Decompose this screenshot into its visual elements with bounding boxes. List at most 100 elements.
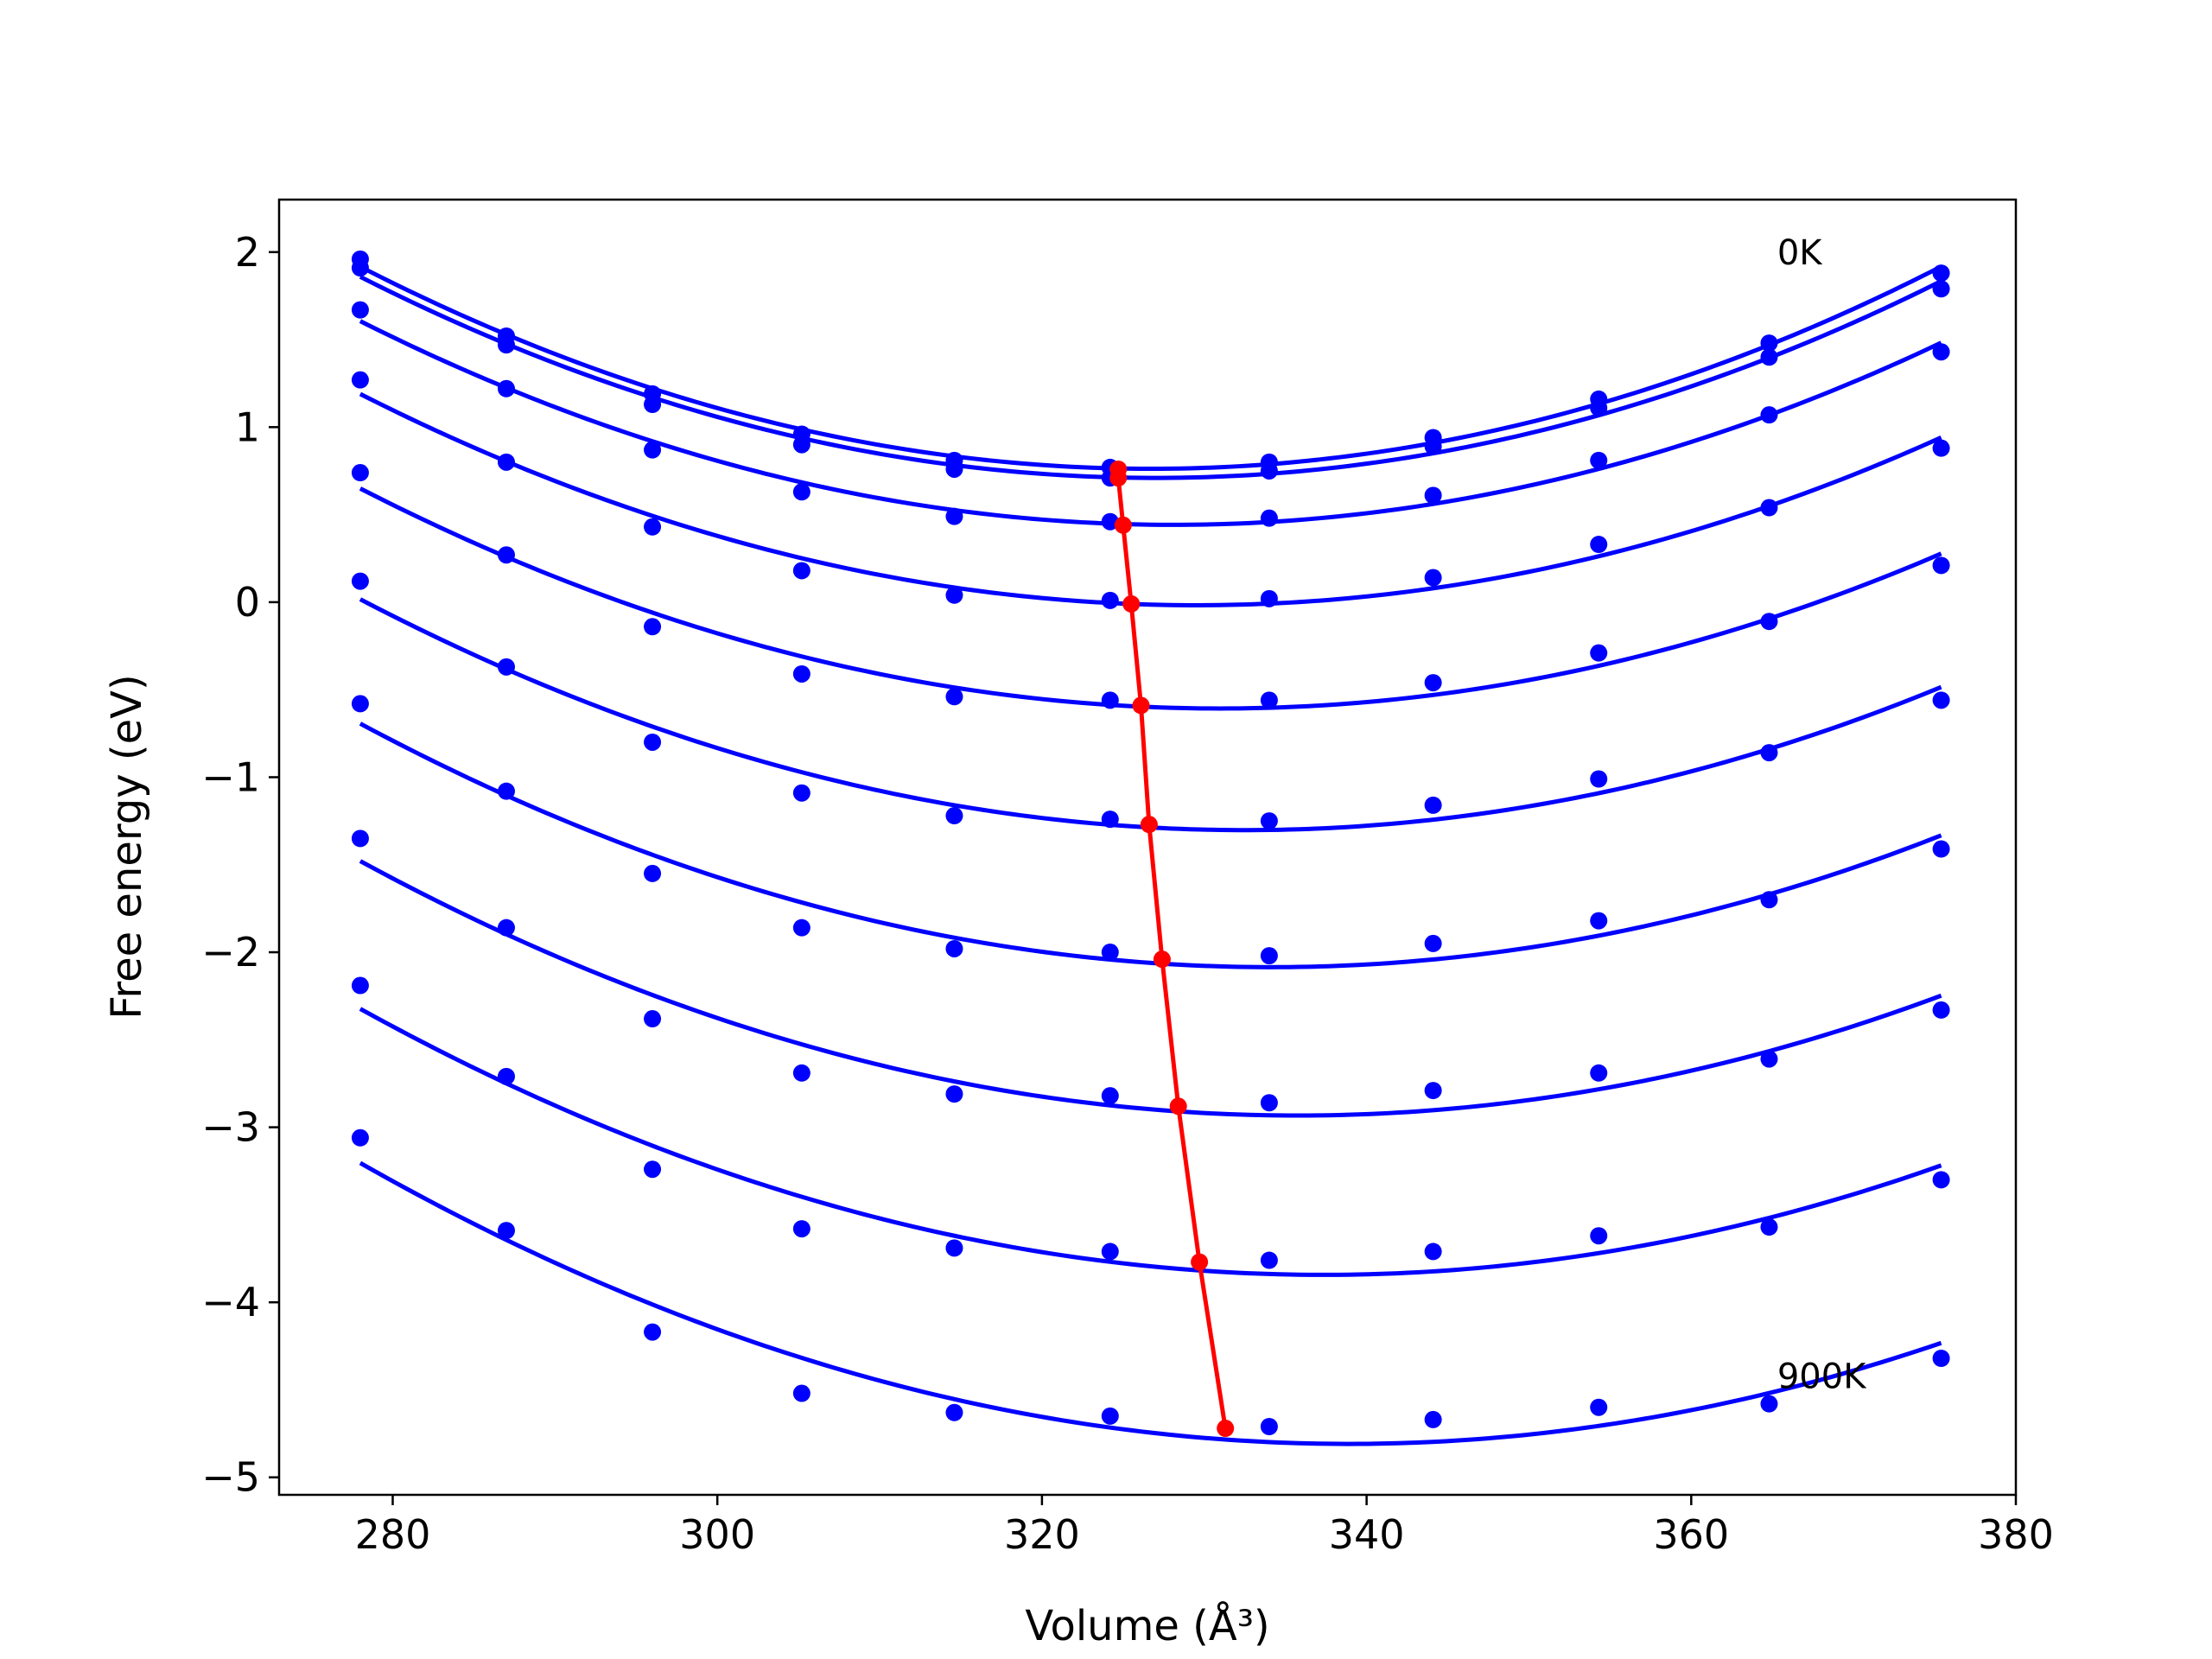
fit-curve-2 (359, 319, 1942, 527)
annotation-0: 0K (1777, 233, 1823, 273)
minimum-point-4 (1132, 696, 1150, 715)
minimum-point-5 (1140, 816, 1158, 834)
fit-curve-0 (359, 264, 1942, 472)
y-axis-label: Free energy (eV) (103, 674, 151, 1019)
data-point-8-9 (1760, 1218, 1778, 1236)
data-point-6-6 (1260, 947, 1278, 965)
axis-ticks: 280 300 320 340 360 380 −5 −4 −3 −2 −1 0 1 2 (201, 229, 2054, 1558)
data-point-6-7 (1424, 934, 1442, 952)
data-point-3-7 (1424, 569, 1442, 587)
data-point-4-9 (1760, 613, 1778, 631)
minimum-line (1116, 468, 1228, 1429)
data-point-8-8 (1590, 1227, 1608, 1245)
data-point-2-10 (1932, 343, 1950, 361)
data-point-1-9 (1760, 348, 1778, 366)
data-point-3-0 (351, 371, 369, 389)
data-point-8-5 (1101, 1243, 1119, 1261)
data-point-4-7 (1424, 674, 1442, 692)
plot-area (351, 250, 1950, 1446)
data-point-6-8 (1590, 912, 1608, 930)
data-point-1-1 (497, 336, 515, 354)
data-point-7-6 (1260, 1094, 1278, 1112)
data-point-9-4 (945, 1403, 963, 1421)
x-axis-label: Volume (Å³) (1025, 1601, 1269, 1650)
data-point-9-3 (792, 1384, 810, 1402)
data-point-1-0 (351, 259, 369, 276)
fit-curve-6 (359, 721, 1942, 969)
x-tick-label-5: 380 (1978, 1511, 2054, 1558)
data-point-2-0 (351, 301, 369, 319)
data-point-8-7 (1424, 1243, 1442, 1261)
data-point-5-9 (1760, 744, 1778, 762)
y-tick-label-6: 1 (235, 404, 260, 450)
data-point-6-2 (644, 864, 662, 882)
data-point-2-6 (1260, 509, 1278, 527)
data-point-8-2 (644, 1160, 662, 1179)
data-point-5-10 (1932, 691, 1950, 709)
data-point-5-3 (792, 784, 810, 802)
data-point-6-9 (1760, 891, 1778, 909)
data-point-9-2 (644, 1323, 662, 1341)
data-point-7-0 (351, 830, 369, 848)
data-point-1-2 (644, 396, 662, 413)
data-point-1-10 (1932, 280, 1950, 298)
data-point-5-6 (1260, 812, 1278, 830)
fit-curve-3 (359, 391, 1942, 607)
data-point-5-1 (497, 658, 515, 676)
data-point-7-8 (1590, 1064, 1608, 1082)
data-point-8-10 (1932, 1171, 1950, 1189)
x-tick-label-2: 320 (1004, 1511, 1080, 1558)
x-tick-label-0: 280 (355, 1511, 431, 1558)
data-point-4-10 (1932, 556, 1950, 575)
data-point-9-1 (497, 1222, 515, 1240)
data-point-5-0 (351, 572, 369, 590)
data-point-1-3 (792, 435, 810, 454)
data-point-8-3 (792, 1220, 810, 1238)
minimum-point-9 (1217, 1420, 1235, 1438)
minimum-point-7 (1169, 1097, 1187, 1116)
y-tick-label-2: −3 (201, 1104, 260, 1151)
data-point-2-5 (1101, 512, 1119, 531)
fit-curve-1 (359, 275, 1942, 480)
data-point-5-4 (945, 807, 963, 825)
data-point-7-3 (792, 1064, 810, 1082)
data-point-9-5 (1101, 1407, 1119, 1425)
y-tick-label-0: −5 (201, 1454, 260, 1501)
data-point-8-6 (1260, 1251, 1278, 1269)
data-point-6-1 (497, 782, 515, 800)
data-point-6-10 (1932, 840, 1950, 858)
data-point-4-1 (497, 546, 515, 564)
data-point-7-7 (1424, 1082, 1442, 1100)
data-point-1-8 (1590, 399, 1608, 417)
data-point-4-5 (1101, 691, 1119, 709)
data-point-4-2 (644, 618, 662, 636)
data-point-9-9 (1760, 1395, 1778, 1413)
data-point-7-4 (945, 1085, 963, 1103)
x-tick-label-4: 360 (1653, 1511, 1729, 1558)
data-point-2-1 (497, 379, 515, 397)
data-point-6-0 (351, 695, 369, 713)
data-point-9-8 (1590, 1398, 1608, 1416)
data-point-7-9 (1760, 1050, 1778, 1068)
data-point-7-1 (497, 918, 515, 937)
x-tick-label-1: 300 (679, 1511, 755, 1558)
data-point-7-5 (1101, 1087, 1119, 1105)
fit-curve-4 (359, 486, 1942, 711)
axes-frame (277, 198, 2018, 1497)
data-point-8-1 (497, 1067, 515, 1085)
data-point-6-3 (792, 918, 810, 937)
data-point-2-8 (1590, 451, 1608, 469)
data-point-2-7 (1424, 486, 1442, 505)
minimum-point-8 (1191, 1253, 1209, 1271)
data-point-4-4 (945, 688, 963, 706)
data-point-8-0 (351, 976, 369, 995)
curve-annotations: 0K 900K (1777, 233, 1867, 1396)
data-point-2-3 (792, 483, 810, 501)
data-point-1-4 (945, 460, 963, 478)
minimum-point-2 (1114, 516, 1132, 534)
data-point-3-4 (945, 586, 963, 604)
x-tick-label-3: 340 (1329, 1511, 1405, 1558)
data-point-2-4 (945, 507, 963, 525)
data-point-0-9 (1760, 334, 1778, 353)
